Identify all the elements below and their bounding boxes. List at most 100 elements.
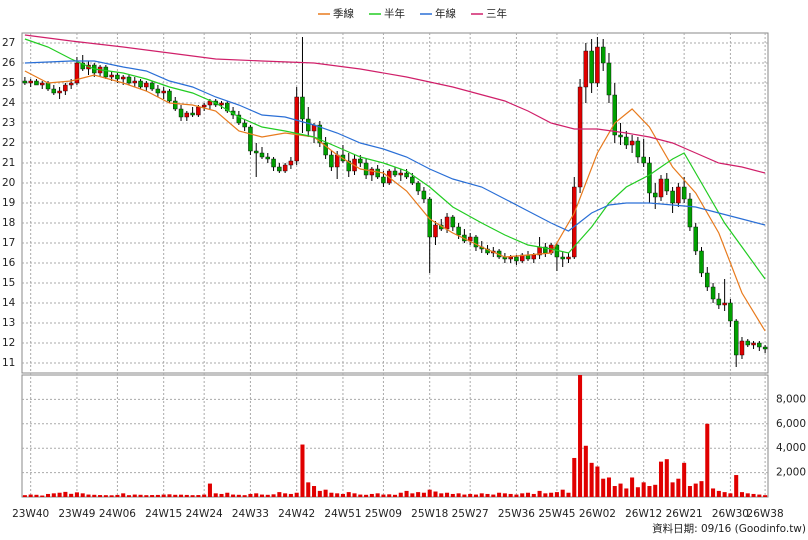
candle-body (277, 166, 282, 172)
candle-body (722, 302, 727, 306)
legend-label: 季線 (333, 7, 354, 20)
candle-body (653, 192, 658, 198)
candle-body (74, 62, 80, 84)
candle-body (421, 190, 427, 200)
legend-label: 半年 (384, 7, 405, 20)
volume-tick-label: 8,000 (776, 393, 806, 405)
volume-bar (300, 444, 305, 497)
candle-body (34, 80, 39, 86)
volume-bar (705, 423, 710, 497)
candle-body (115, 74, 120, 80)
volume-bar (427, 489, 432, 497)
volume-bar (537, 490, 542, 497)
volume-bar (259, 494, 265, 497)
candle-body (531, 254, 537, 260)
volume-bar (236, 494, 241, 497)
candle-body (80, 62, 85, 70)
candle-body (167, 90, 172, 102)
volume-bar (248, 493, 253, 497)
volume-bar (28, 494, 33, 497)
candle-body (334, 154, 340, 168)
x-tick-label: 24W24 (186, 508, 223, 520)
volume-bar (173, 494, 178, 497)
volume-bar (392, 494, 398, 497)
y-tick-label: 24 (2, 97, 16, 109)
volume-bar (254, 493, 259, 497)
y-tick-label: 18 (2, 217, 15, 229)
candle-body (248, 126, 253, 152)
candle-body (178, 108, 184, 118)
candle-body (745, 340, 750, 346)
volume-bar (340, 493, 345, 497)
volume-bar (109, 495, 114, 497)
candle-body (28, 80, 33, 84)
candle-body (346, 160, 351, 172)
candle-body (51, 88, 57, 94)
volume-bar (40, 495, 45, 497)
volume-bar (410, 493, 415, 497)
candle-body (392, 170, 398, 176)
candle-body (728, 302, 733, 322)
candle-body (450, 216, 456, 228)
volume-bar (722, 492, 727, 497)
volume-bar (456, 493, 461, 497)
volume-bar (329, 492, 334, 497)
volume-bar (566, 492, 571, 497)
volume-bar (664, 459, 669, 497)
candle-body (375, 168, 380, 178)
volume-bar (375, 493, 380, 497)
candle-body (253, 150, 259, 154)
candle-body (757, 342, 762, 348)
volume-bar (670, 482, 675, 497)
candle-body (329, 154, 334, 168)
volume-bar (514, 494, 519, 497)
volume-bar (213, 493, 218, 497)
volume-bar (161, 494, 166, 497)
candle-body (398, 172, 404, 176)
candle-body (22, 80, 28, 84)
candle-body (577, 86, 583, 188)
candle-body (126, 76, 132, 84)
candle-body (699, 250, 704, 274)
volume-bar (647, 486, 652, 497)
x-tick-label: 23W49 (58, 508, 95, 520)
volume-bar (132, 494, 137, 497)
candle-body (190, 112, 195, 116)
y-tick-label: 11 (2, 357, 15, 369)
candle-body (681, 186, 687, 200)
candle-body (138, 80, 143, 88)
volume-bar (190, 495, 195, 497)
candle-body (294, 96, 299, 162)
volume-bar (317, 490, 322, 497)
candle-body (508, 256, 513, 260)
candle-body (687, 198, 693, 228)
volume-bar (479, 493, 484, 497)
volume-bar (601, 478, 606, 497)
y-tick-label: 14 (2, 297, 16, 309)
volume-bar (641, 482, 646, 497)
volume-bar (74, 492, 79, 497)
volume-tick-label: 6,000 (776, 418, 806, 430)
volume-bar (739, 492, 745, 497)
x-tick-label: 23W40 (12, 508, 49, 520)
volume-bar (323, 489, 328, 497)
volume-bar (34, 494, 39, 497)
volume-bar (416, 492, 421, 497)
volume-bar (630, 477, 635, 497)
candle-body (57, 90, 62, 94)
volume-bar (687, 486, 692, 497)
x-tick-label: 25W09 (365, 508, 402, 520)
candle-body (710, 286, 716, 300)
volume-bar (682, 462, 687, 497)
candle-body (271, 158, 276, 168)
volume-bar (381, 494, 386, 497)
candle-body (473, 236, 479, 248)
candle-body (358, 158, 363, 164)
volume-bar (242, 495, 247, 497)
candle-body (664, 178, 670, 192)
volume-bar (439, 493, 444, 497)
candle-body (572, 186, 577, 258)
volume-bar (155, 494, 160, 497)
candle-body (288, 160, 294, 166)
